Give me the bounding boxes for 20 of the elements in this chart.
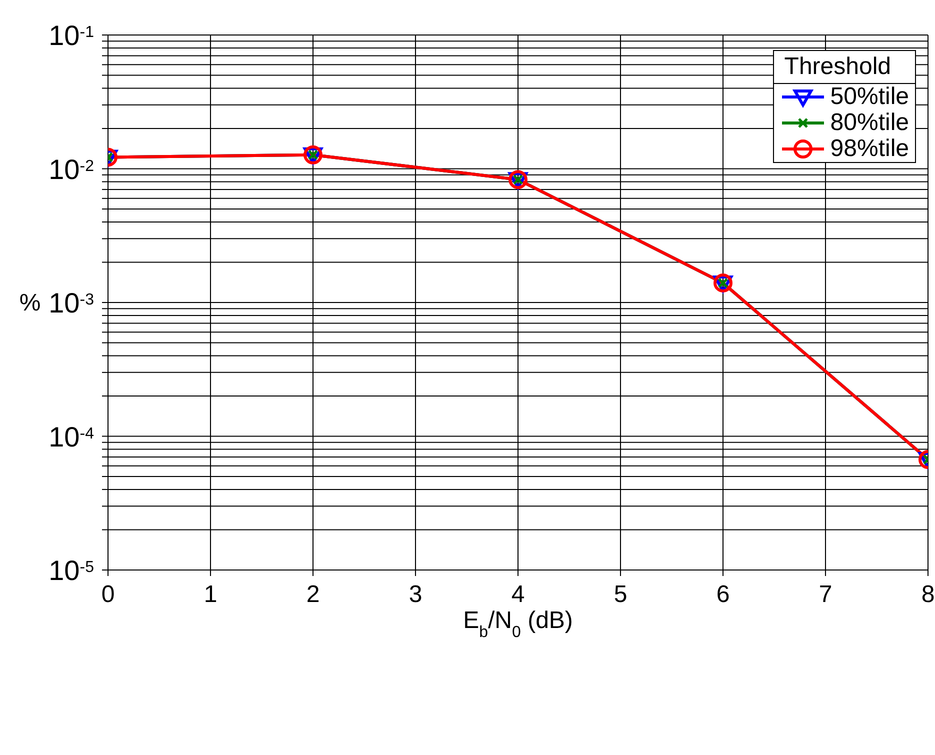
x-tick-label: 4 bbox=[511, 581, 525, 608]
x-tick-label: 8 bbox=[921, 581, 935, 608]
x-tick-label: 7 bbox=[818, 581, 832, 608]
legend-label: 80%tile bbox=[830, 109, 909, 136]
y-tick-label: 10$^{-3}$ bbox=[48, 288, 94, 318]
x-tick-label: 6 bbox=[716, 581, 730, 608]
x-tick-label: 0 bbox=[101, 581, 115, 608]
y-tick-label: 10$^{-1}$ bbox=[48, 20, 94, 51]
legend-label: 50%tile bbox=[830, 83, 909, 110]
legend-label: 98%tile bbox=[830, 135, 909, 162]
x-tick-label: 1 bbox=[204, 581, 218, 608]
y-tick-label: 10$^{-5}$ bbox=[48, 555, 94, 586]
x-axis-title: E$_{b}$/N$_{0}$ (dB) bbox=[463, 607, 573, 640]
y-tick-label: 10$^{-2}$ bbox=[48, 154, 94, 185]
y-axis-title: % bbox=[19, 290, 41, 316]
x-tick-label: 2 bbox=[306, 581, 320, 608]
x-tick-label: 3 bbox=[408, 581, 422, 608]
y-tick-label: 10$^{-4}$ bbox=[48, 421, 94, 452]
x-tick-label: 5 bbox=[614, 581, 628, 608]
legend-title: Threshold bbox=[774, 51, 915, 84]
